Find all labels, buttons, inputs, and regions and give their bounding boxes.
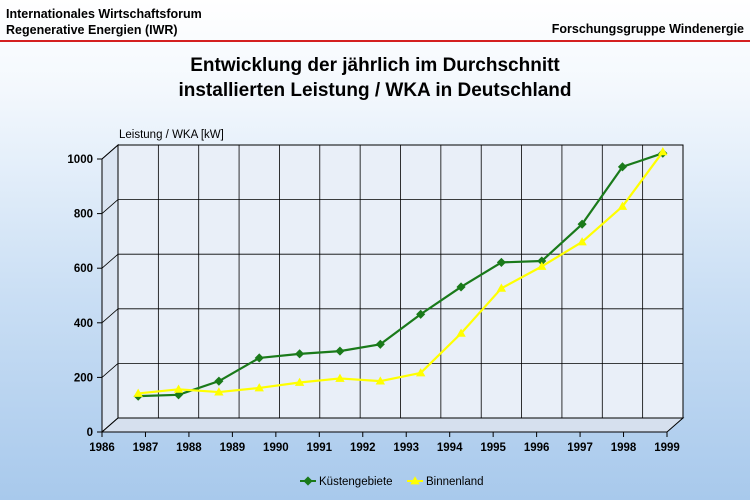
data-point bbox=[294, 377, 305, 386]
x-tick-label: 1988 bbox=[176, 442, 202, 454]
plot-series bbox=[133, 147, 668, 401]
research-group: Forschungsgruppe Windenergie bbox=[551, 22, 744, 36]
data-point bbox=[415, 368, 426, 377]
data-point bbox=[617, 162, 628, 172]
x-tick-label: 1991 bbox=[307, 442, 333, 454]
data-point bbox=[496, 283, 507, 292]
data-point bbox=[173, 390, 184, 400]
data-point bbox=[214, 376, 224, 386]
chart-title: Entwicklung der jährlich im Durchschnitt… bbox=[0, 53, 750, 103]
data-point bbox=[335, 346, 345, 356]
x-tick-label: 1995 bbox=[480, 442, 506, 454]
series-line bbox=[138, 151, 664, 395]
x-tick-label: 1994 bbox=[437, 442, 463, 454]
org-line-2: Regenerative Energien (IWR) bbox=[6, 23, 178, 37]
series-line bbox=[138, 152, 664, 398]
gridline-side bbox=[101, 363, 119, 378]
y-tick-label: 200 bbox=[74, 372, 93, 384]
y-tick-label: 0 bbox=[87, 427, 93, 439]
y-tick-label: 400 bbox=[74, 318, 93, 330]
x-tick-label: 1986 bbox=[89, 442, 115, 454]
x-tick-label: 1999 bbox=[654, 442, 680, 454]
x-tick-label: 1987 bbox=[133, 442, 159, 454]
data-point bbox=[537, 261, 547, 270]
gridline-side bbox=[101, 308, 119, 324]
x-tick-label: 1996 bbox=[524, 442, 550, 454]
data-point bbox=[577, 237, 587, 246]
plot-floor-panel bbox=[100, 417, 685, 433]
data-point bbox=[375, 376, 386, 385]
y-axis-label: Leistung / WKA [kW] bbox=[119, 129, 224, 141]
x-tick-label: 1989 bbox=[220, 442, 246, 454]
legend-label: Küstengebiete bbox=[319, 476, 393, 488]
x-tick-label: 1997 bbox=[567, 442, 593, 454]
y-tick-label: 600 bbox=[74, 263, 93, 275]
data-point bbox=[214, 387, 224, 396]
legend-item: Küstengebiete bbox=[300, 476, 393, 488]
x-tick-label: 1993 bbox=[393, 442, 419, 454]
chart-title-line-1: Entwicklung der jährlich im Durchschnitt bbox=[190, 55, 560, 76]
legend-item: Binnenland bbox=[407, 476, 484, 488]
data-point bbox=[375, 339, 385, 349]
data-point bbox=[617, 201, 628, 210]
chart-title-line-2: installierten Leistung / WKA in Deutschl… bbox=[178, 80, 572, 101]
gridline-side bbox=[101, 144, 119, 160]
y-tick-label: 1000 bbox=[67, 154, 93, 166]
header-divider bbox=[0, 40, 750, 42]
x-tick-label: 1990 bbox=[263, 442, 289, 454]
data-point bbox=[658, 147, 668, 156]
data-point bbox=[456, 282, 466, 292]
data-point bbox=[416, 309, 426, 319]
plot-floor bbox=[100, 417, 685, 433]
org-line-1: Internationales Wirtschaftsforum bbox=[6, 7, 202, 21]
legend-label: Binnenland bbox=[426, 476, 484, 488]
data-point bbox=[577, 219, 587, 229]
data-point bbox=[173, 384, 184, 393]
data-point bbox=[254, 353, 264, 363]
plot-axes: 0 200 400 600 800 1000 Leistung / WKA [kW] 1986… bbox=[67, 129, 679, 454]
data-point bbox=[456, 328, 466, 337]
y-tick-label: 800 bbox=[74, 209, 93, 221]
data-point bbox=[295, 349, 305, 359]
legend-marker bbox=[410, 476, 420, 485]
data-point bbox=[335, 373, 345, 382]
series-binnenland bbox=[133, 147, 668, 397]
org-name: Internationales Wirtschaftsforum Regener… bbox=[6, 6, 202, 38]
data-point bbox=[496, 257, 506, 267]
chart-legend: Küstengebiete Binnenland bbox=[300, 476, 484, 488]
data-point bbox=[254, 383, 264, 392]
legend-marker bbox=[303, 476, 313, 486]
plot-back-wall bbox=[101, 143, 684, 434]
x-tick-label: 1992 bbox=[350, 442, 376, 454]
plot-side-wall bbox=[101, 143, 119, 434]
gridline-side bbox=[101, 199, 119, 214]
data-point bbox=[133, 388, 143, 397]
gridline-side bbox=[101, 253, 119, 269]
x-tick-label: 1998 bbox=[611, 442, 637, 454]
